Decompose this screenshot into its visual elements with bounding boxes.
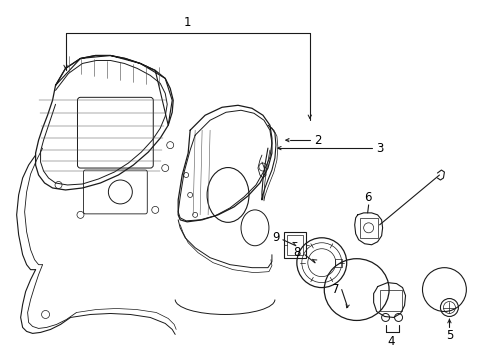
Bar [284, 232, 305, 258]
Text: 9: 9 [272, 231, 279, 244]
Bar [359, 218, 377, 238]
Text: 8: 8 [293, 246, 300, 259]
Text: 7: 7 [331, 283, 339, 296]
Bar [379, 289, 401, 311]
Text: 1: 1 [183, 16, 190, 29]
Text: 4: 4 [387, 335, 394, 348]
Text: 5: 5 [445, 329, 452, 342]
Text: 3: 3 [375, 141, 383, 155]
Bar [286, 235, 302, 255]
Text: 2: 2 [313, 134, 321, 147]
Bar [334, 259, 341, 267]
Text: 6: 6 [363, 192, 371, 204]
